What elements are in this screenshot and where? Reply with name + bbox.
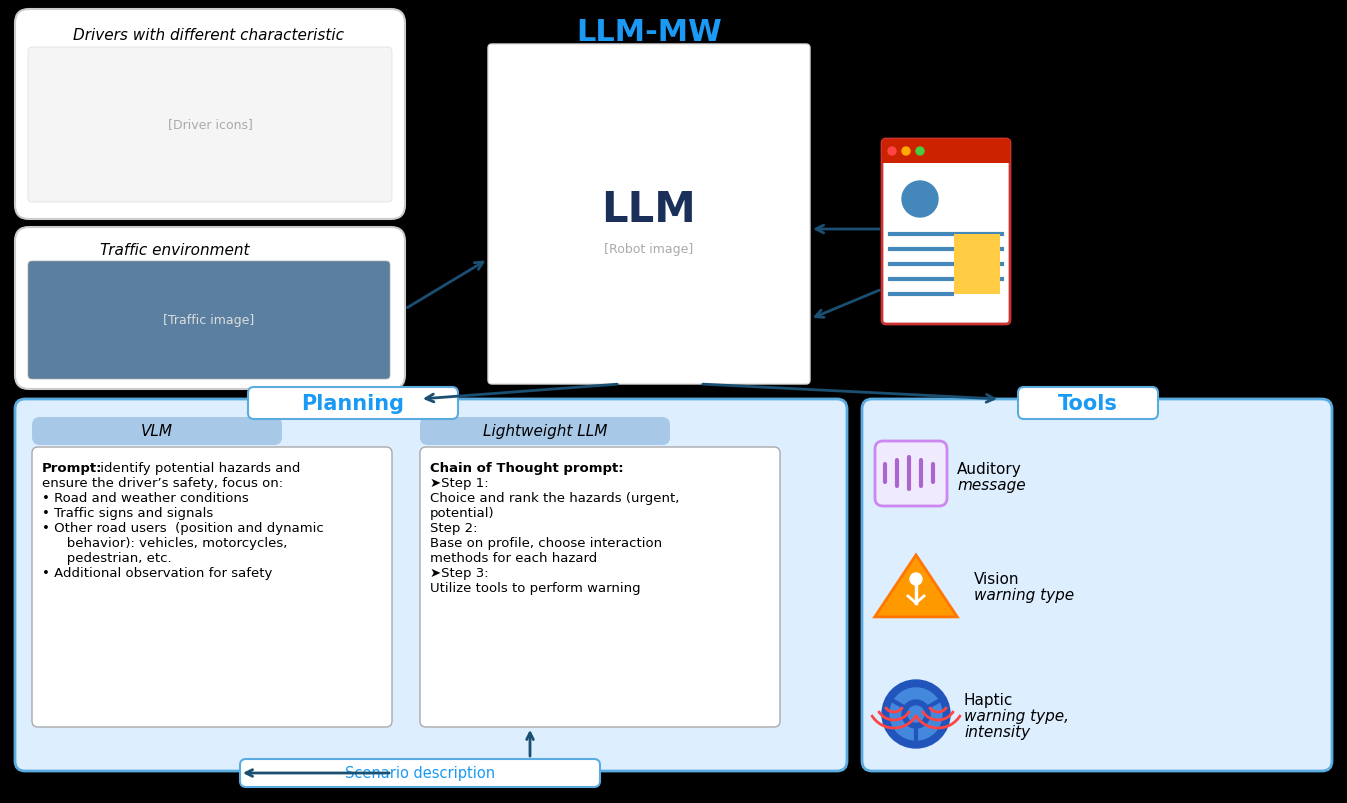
FancyBboxPatch shape	[240, 759, 599, 787]
Text: • Other road users  (position and dynamic: • Other road users (position and dynamic	[42, 521, 323, 534]
Text: Haptic: Haptic	[964, 692, 1013, 707]
FancyBboxPatch shape	[15, 10, 405, 220]
Text: ensure the driver’s safety, focus on:: ensure the driver’s safety, focus on:	[42, 476, 283, 489]
Text: Scenario description: Scenario description	[345, 765, 496, 781]
Text: Vision: Vision	[974, 571, 1020, 586]
Circle shape	[888, 148, 896, 156]
FancyBboxPatch shape	[876, 442, 947, 507]
Text: Utilize tools to perform warning: Utilize tools to perform warning	[430, 581, 641, 594]
Text: identify potential hazards and: identify potential hazards and	[96, 462, 300, 475]
Text: Planning: Planning	[302, 393, 404, 414]
Text: [Traffic image]: [Traffic image]	[163, 314, 255, 327]
Text: Auditory: Auditory	[956, 462, 1022, 476]
FancyBboxPatch shape	[954, 234, 999, 295]
Circle shape	[882, 680, 950, 748]
FancyBboxPatch shape	[420, 418, 669, 446]
FancyBboxPatch shape	[882, 140, 1010, 164]
Text: intensity: intensity	[964, 724, 1030, 739]
FancyBboxPatch shape	[32, 447, 392, 727]
Text: • Road and weather conditions: • Road and weather conditions	[42, 491, 249, 504]
FancyBboxPatch shape	[488, 45, 810, 385]
Text: ➤Step 1:: ➤Step 1:	[430, 476, 489, 489]
Text: warning type,: warning type,	[964, 708, 1070, 723]
FancyBboxPatch shape	[15, 400, 847, 771]
FancyBboxPatch shape	[882, 140, 1010, 324]
FancyBboxPatch shape	[28, 262, 391, 380]
Text: Step 2:: Step 2:	[430, 521, 477, 534]
Text: Base on profile, choose interaction: Base on profile, choose interaction	[430, 536, 663, 549]
Text: behavior): vehicles, motorcycles,: behavior): vehicles, motorcycles,	[54, 536, 287, 549]
Text: VLM: VLM	[141, 424, 172, 439]
Text: methods for each hazard: methods for each hazard	[430, 552, 597, 565]
Text: Prompt:: Prompt:	[42, 462, 102, 475]
Text: [Driver icons]: [Driver icons]	[167, 118, 252, 132]
Polygon shape	[874, 555, 958, 618]
FancyBboxPatch shape	[28, 48, 392, 202]
Text: [Robot image]: [Robot image]	[605, 243, 694, 256]
Text: ➤Step 3:: ➤Step 3:	[430, 566, 489, 579]
Circle shape	[902, 700, 929, 728]
Circle shape	[916, 148, 924, 156]
Text: potential): potential)	[430, 507, 494, 520]
FancyBboxPatch shape	[420, 447, 780, 727]
FancyBboxPatch shape	[248, 388, 458, 419]
Text: LLM: LLM	[602, 189, 696, 230]
Text: Choice and rank the hazards (urgent,: Choice and rank the hazards (urgent,	[430, 491, 679, 504]
Text: Traffic environment: Traffic environment	[100, 243, 249, 258]
Text: Tools: Tools	[1057, 393, 1118, 414]
Circle shape	[902, 181, 938, 218]
FancyBboxPatch shape	[32, 418, 282, 446]
FancyBboxPatch shape	[1018, 388, 1158, 419]
Text: Drivers with different characteristic: Drivers with different characteristic	[73, 28, 343, 43]
Circle shape	[902, 148, 911, 156]
Text: • Traffic signs and signals: • Traffic signs and signals	[42, 507, 213, 520]
Text: warning type: warning type	[974, 587, 1074, 602]
Text: Chain of Thought prompt:: Chain of Thought prompt:	[430, 462, 624, 475]
FancyBboxPatch shape	[862, 400, 1332, 771]
Circle shape	[890, 688, 942, 740]
Text: Lightweight LLM: Lightweight LLM	[482, 424, 607, 439]
FancyBboxPatch shape	[15, 228, 405, 389]
Text: LLM-MW: LLM-MW	[577, 18, 722, 47]
Text: pedestrian, etc.: pedestrian, etc.	[54, 552, 171, 565]
Text: message: message	[956, 478, 1025, 492]
Text: • Additional observation for safety: • Additional observation for safety	[42, 566, 272, 579]
Circle shape	[911, 573, 921, 585]
Circle shape	[908, 706, 924, 722]
